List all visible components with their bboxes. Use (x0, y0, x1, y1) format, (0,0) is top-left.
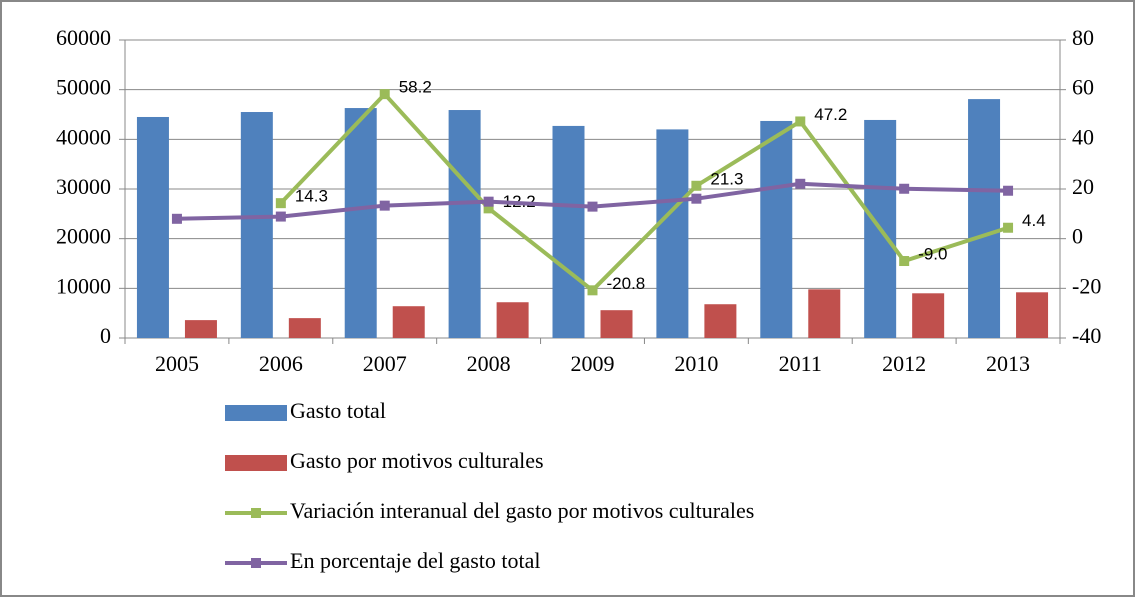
legend-swatch (225, 455, 287, 471)
marker (587, 201, 598, 212)
bar (968, 99, 1001, 338)
data-label: -20.8 (607, 274, 646, 293)
marker (899, 183, 910, 194)
y2-tick-label: -40 (1072, 323, 1101, 348)
y2-tick-label: 0 (1072, 224, 1083, 249)
marker (691, 193, 702, 204)
data-label: 21.3 (710, 169, 743, 188)
bar (184, 320, 217, 338)
legend-marker (251, 558, 261, 568)
legend-label: En porcentaje del gasto total (290, 548, 540, 573)
bar (600, 310, 633, 338)
x-tick-label: 2008 (467, 351, 511, 376)
data-label: 4.4 (1022, 211, 1046, 230)
y-tick-label: 0 (100, 323, 111, 348)
x-tick-label: 2012 (882, 351, 926, 376)
bar (704, 304, 737, 338)
legend-marker (251, 508, 261, 518)
marker (691, 180, 702, 191)
y2-tick-label: 80 (1072, 25, 1094, 50)
y2-tick-label: 40 (1072, 124, 1094, 149)
marker (275, 211, 286, 222)
marker (171, 213, 182, 224)
bar (496, 302, 529, 338)
data-label: 58.2 (399, 78, 432, 97)
marker (899, 256, 910, 267)
y-tick-label: 30000 (56, 174, 111, 199)
marker (795, 178, 806, 189)
x-tick-label: 2010 (674, 351, 718, 376)
line (279, 91, 1009, 293)
bar (344, 108, 377, 338)
marker (1003, 222, 1014, 233)
bar (448, 110, 481, 338)
marker (379, 89, 390, 100)
y2-tick-label: -20 (1072, 273, 1101, 298)
legend-label: Gasto total (290, 398, 386, 423)
x-tick-label: 2006 (259, 351, 303, 376)
x-tick-label: 2011 (779, 351, 822, 376)
x-tick-label: 2005 (155, 351, 199, 376)
bar (136, 116, 169, 338)
bar (552, 125, 585, 338)
marker (795, 116, 806, 127)
bar (760, 120, 793, 338)
bar (912, 293, 945, 338)
marker (483, 196, 494, 207)
x-tick-label: 2013 (986, 351, 1030, 376)
y2-tick-label: 60 (1072, 75, 1094, 100)
y-tick-label: 10000 (56, 273, 111, 298)
data-label: 47.2 (814, 105, 847, 124)
y-tick-label: 40000 (56, 124, 111, 149)
y-tick-label: 60000 (56, 25, 111, 50)
marker (483, 203, 494, 214)
marker (275, 198, 286, 209)
legend-label: Variación interanual del gasto por motiv… (290, 498, 754, 523)
y-tick-label: 50000 (56, 75, 111, 100)
marker (379, 200, 390, 211)
bar (288, 318, 321, 338)
marker (587, 285, 598, 296)
data-label: -9.0 (918, 245, 947, 264)
x-tick-label: 2007 (363, 351, 407, 376)
bar (656, 129, 689, 338)
x-tick-label: 2009 (571, 351, 615, 376)
data-label: 14.3 (295, 187, 328, 206)
bar (1016, 292, 1049, 338)
bar (392, 306, 425, 338)
bar (808, 289, 841, 338)
legend-swatch (225, 405, 287, 421)
bar (240, 112, 273, 339)
legend-label: Gasto por motivos culturales (290, 448, 544, 473)
y-tick-label: 20000 (56, 224, 111, 249)
y2-tick-label: 20 (1072, 174, 1094, 199)
marker (1003, 185, 1014, 196)
